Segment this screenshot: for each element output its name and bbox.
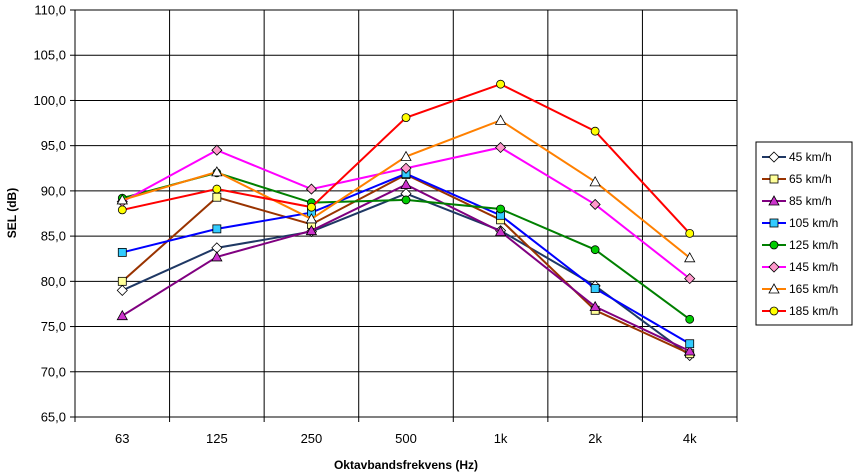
y-tick-label: 95,0 — [41, 138, 66, 153]
y-axis: 65,0 70,0 75,0 80,0 85,0 90,0 95,0 100,0 105,0 11… — [33, 3, 75, 425]
legend-item: 85 km/h — [762, 194, 832, 208]
legend-marker — [769, 240, 779, 250]
x-tick-label: 250 — [301, 431, 323, 446]
data-point — [400, 162, 412, 174]
data-point — [305, 224, 318, 236]
legend-item: 105 km/h — [762, 216, 838, 230]
x-tick-label: 1k — [494, 431, 508, 446]
data-point — [400, 178, 412, 189]
legend-item: 145 km/h — [762, 260, 838, 274]
legend-label: 165 km/h — [789, 282, 838, 296]
y-tick-label: 80,0 — [41, 274, 66, 289]
data-point — [117, 247, 127, 257]
data-point — [684, 273, 696, 285]
grid — [74, 9, 738, 418]
data-point — [305, 183, 317, 195]
series-165-kmh — [116, 114, 696, 263]
legend: 45 km/h 65 km/h 85 km/h 105 km/h 125 km/h 145… — [755, 141, 853, 326]
series-85-kmh — [116, 178, 696, 356]
data-point — [117, 276, 127, 286]
data-point — [494, 114, 507, 125]
legend-label: 105 km/h — [789, 216, 838, 230]
data-point — [684, 251, 696, 263]
y-tick-label: 85,0 — [41, 229, 66, 244]
legend-marker — [768, 261, 780, 273]
data-point — [116, 309, 128, 321]
data-point — [685, 314, 695, 324]
legend-label: 65 km/h — [789, 172, 832, 186]
x-tick-label: 2k — [588, 431, 602, 446]
data-point — [211, 166, 223, 177]
legend-item: 185 km/h — [762, 304, 838, 318]
legend-label: 45 km/h — [789, 150, 832, 164]
data-point — [685, 339, 695, 349]
legend-label: 145 km/h — [789, 260, 838, 274]
data-point — [401, 195, 411, 205]
data-point — [211, 251, 223, 262]
data-point — [685, 228, 695, 238]
data-point — [589, 176, 601, 187]
data-point — [590, 245, 600, 255]
data-point — [496, 79, 505, 89]
data-point — [684, 345, 696, 356]
data-point — [212, 184, 222, 194]
data-point — [117, 205, 127, 215]
data-point — [211, 144, 223, 156]
legend-label: 125 km/h — [789, 238, 838, 252]
data-point — [496, 204, 505, 214]
legend-marker — [768, 283, 780, 294]
x-tick-label: 63 — [115, 431, 129, 446]
y-tick-label: 110,0 — [34, 3, 66, 18]
data-point — [590, 126, 600, 136]
legend-label: 185 km/h — [789, 304, 838, 318]
legend-item: 165 km/h — [762, 282, 838, 296]
data-point — [116, 194, 128, 205]
plot-area — [74, 9, 738, 418]
y-tick-label: 90,0 — [41, 183, 66, 198]
data-point — [589, 198, 601, 211]
legend-item: 45 km/h — [762, 150, 832, 164]
x-axis: 63 125 250 500 1k 2k 4k — [74, 417, 738, 446]
data-point — [212, 192, 222, 202]
series-group — [116, 79, 696, 362]
data-point — [307, 202, 316, 212]
data-point — [116, 284, 128, 296]
legend-marker — [768, 195, 780, 206]
legend-marker — [769, 174, 779, 184]
data-point — [401, 113, 411, 123]
data-point — [212, 224, 222, 234]
legend-item: 125 km/h — [762, 238, 838, 252]
y-tick-label: 75,0 — [41, 319, 66, 334]
series-line — [121, 183, 691, 352]
data-point — [495, 141, 507, 154]
legend-box — [755, 141, 853, 326]
series-145-kmh — [116, 141, 696, 285]
data-point — [400, 150, 412, 161]
x-tick-label: 500 — [395, 431, 417, 446]
x-tick-label: 4k — [683, 431, 697, 446]
data-point — [589, 300, 601, 312]
legend-marker — [769, 306, 779, 316]
series-185-kmh — [117, 79, 695, 238]
x-tick-label: 125 — [206, 431, 228, 446]
series-line — [121, 192, 691, 357]
y-tick-label: 70,0 — [41, 364, 66, 379]
y-tick-label: 65,0 — [41, 410, 66, 425]
legend-marker — [768, 151, 780, 163]
data-point — [494, 225, 507, 236]
y-axis-title: SEL (dB) — [5, 188, 19, 238]
x-axis-title: Oktavbandsfrekvens (Hz) — [334, 458, 478, 472]
legend-label: 85 km/h — [789, 194, 832, 208]
y-tick-label: 100,0 — [33, 93, 66, 108]
legend-marker — [769, 218, 779, 228]
legend-item: 65 km/h — [762, 172, 832, 186]
data-point — [590, 284, 600, 293]
y-tick-label: 105,0 — [33, 48, 66, 63]
data-point — [305, 213, 318, 224]
